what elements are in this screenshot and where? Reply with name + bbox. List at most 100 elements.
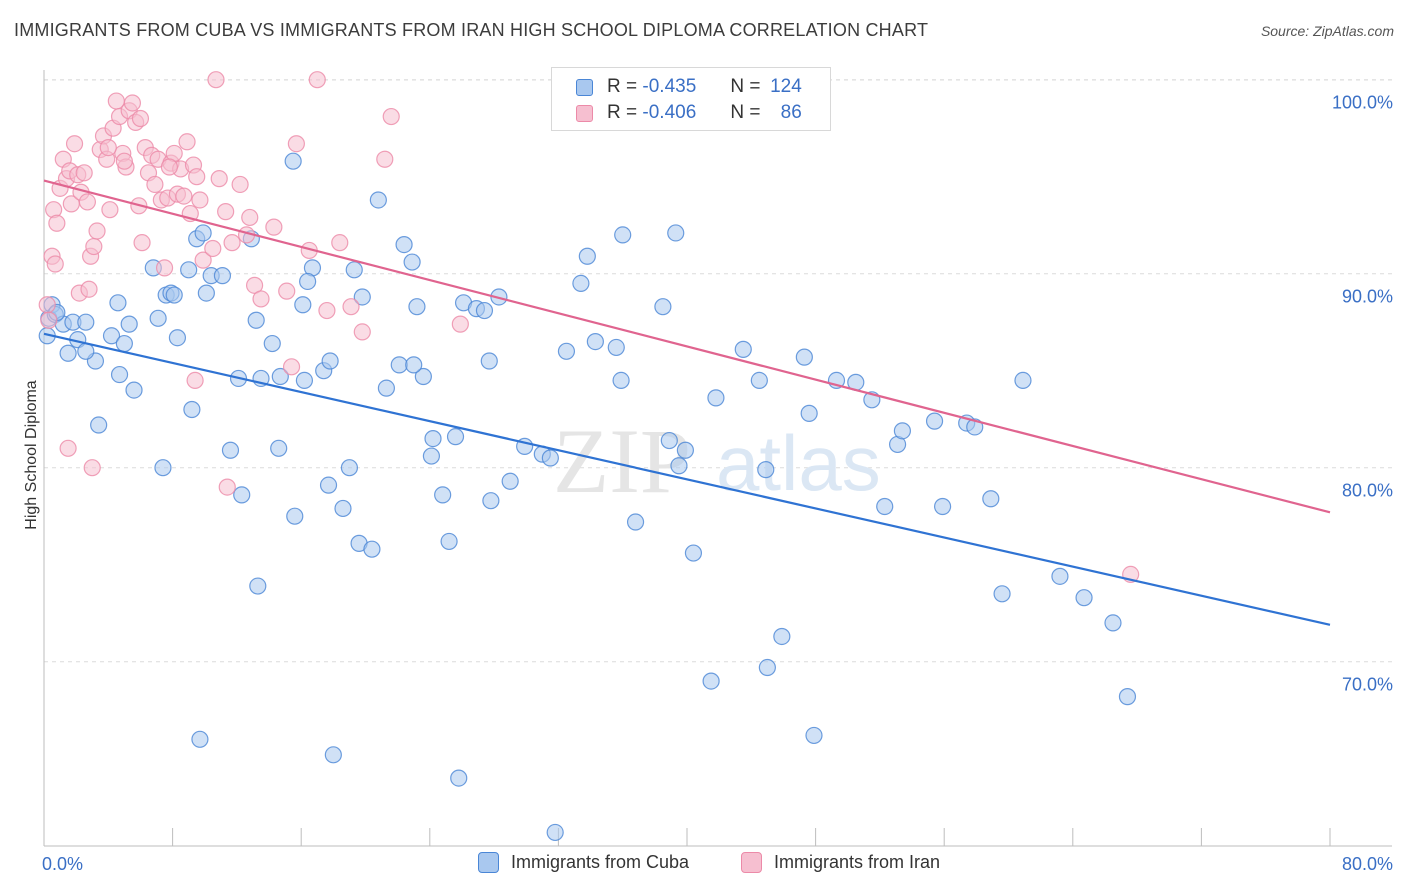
cuba-point — [876, 497, 894, 516]
cuba-point — [353, 288, 371, 306]
legend-r-label: R = — [607, 102, 638, 123]
iran-point — [133, 234, 151, 252]
iran-point — [146, 175, 164, 194]
cuba-point — [482, 492, 500, 510]
axes — [43, 70, 1392, 847]
cuba-point — [684, 544, 703, 562]
cuba-point — [213, 267, 232, 285]
y-tick-label: 80.0% — [1342, 481, 1393, 501]
iran-point — [376, 150, 394, 168]
cuba-point — [982, 490, 1000, 508]
cuba-point — [233, 486, 251, 504]
cuba-point — [109, 294, 127, 312]
watermark-zip: ZIP — [553, 410, 691, 512]
cuba-point — [422, 447, 441, 465]
iran-point — [342, 298, 360, 316]
trend-lines — [43, 179, 1331, 626]
iran-point — [178, 133, 196, 151]
cuba-series — [38, 152, 1137, 842]
cuba-point — [626, 513, 645, 531]
cuba-point — [77, 342, 95, 360]
iran-point — [188, 168, 206, 186]
iran-point — [65, 135, 84, 153]
legend-row-iran: R = -0.406 N = 86 — [576, 101, 802, 125]
cuba-point — [319, 476, 338, 494]
legend-item-iran: Immigrants from Iran — [741, 852, 940, 873]
iran-point — [252, 290, 270, 308]
cuba-point — [110, 365, 129, 384]
cuba-point — [414, 367, 432, 386]
iran-point — [40, 311, 58, 329]
cuba-point — [390, 356, 408, 374]
iran-point — [278, 282, 296, 300]
legend-item-cuba: Immigrants from Cuba — [478, 852, 689, 873]
legend-row-cuba: R = -0.435 N = 124 — [576, 75, 802, 99]
cuba-point — [191, 730, 209, 748]
iran-point — [48, 214, 66, 232]
cuba-point — [125, 381, 143, 399]
y-axis-label: High School Diploma — [23, 380, 40, 530]
cuba-point — [1118, 688, 1137, 706]
cuba-point — [654, 298, 672, 316]
iran-point — [231, 175, 249, 194]
cuba-point — [405, 356, 423, 374]
cuba-point — [933, 497, 952, 516]
y-tick-label: 90.0% — [1342, 287, 1393, 307]
iran-point — [75, 164, 93, 182]
cuba-point — [403, 253, 421, 271]
cuba-point — [450, 769, 468, 787]
cuba-point — [369, 191, 387, 209]
cuba-point — [966, 418, 984, 436]
iran-point — [204, 239, 222, 258]
iran-point — [210, 170, 228, 188]
iran-point — [99, 139, 117, 157]
iran-point — [318, 301, 336, 320]
legend-label-cuba: Immigrants from Cuba — [511, 852, 690, 872]
y-tick-label: 70.0% — [1342, 675, 1393, 695]
cuba-point — [424, 430, 442, 448]
chart-title: IMMIGRANTS FROM CUBA VS IMMIGRANTS FROM … — [14, 20, 929, 40]
y-tick-label: 100.0% — [1332, 93, 1393, 113]
cuba-point — [334, 499, 352, 518]
cuba-point — [165, 286, 183, 304]
iran-point — [46, 255, 64, 273]
grid-lines — [44, 79, 1392, 663]
stats-legend: R = -0.435 N = 124 R = -0.406 N = 86 — [551, 67, 831, 131]
cuba-point — [247, 311, 265, 329]
cuba-point — [578, 247, 596, 265]
cuba-point — [294, 296, 312, 314]
cuba-point — [446, 428, 465, 446]
cuba-point — [286, 507, 304, 525]
iran-point — [83, 459, 101, 477]
cuba-point — [758, 658, 776, 677]
cuba-point — [757, 461, 775, 479]
legend-swatch-cuba — [576, 78, 593, 96]
cuba-point — [1104, 614, 1122, 632]
cuba-point — [59, 344, 77, 362]
cuba-point — [194, 224, 212, 242]
cuba-point — [1014, 371, 1032, 389]
cuba-point — [925, 412, 944, 430]
legend-swatch-iran — [576, 104, 593, 122]
cuba-trend-line — [43, 332, 1331, 626]
cuba-point — [440, 532, 458, 551]
cuba-point — [734, 340, 752, 358]
cuba-point — [1051, 567, 1069, 585]
iran-point — [101, 201, 119, 219]
legend-n-label: N = — [730, 102, 761, 123]
cuba-point — [363, 540, 381, 558]
cuba-point — [612, 371, 630, 389]
iran-point — [308, 71, 326, 89]
cuba-point — [102, 327, 121, 345]
cuba-point — [324, 746, 342, 764]
cuba-point — [77, 313, 95, 331]
legend-n-value-iran: 86 — [780, 102, 802, 123]
cuba-point — [893, 422, 912, 440]
cuba-point — [607, 338, 625, 357]
cuba-point — [221, 441, 240, 459]
cuba-point — [249, 577, 267, 595]
iran-point — [85, 237, 103, 256]
cuba-point — [299, 272, 317, 291]
iran-point — [382, 107, 400, 126]
